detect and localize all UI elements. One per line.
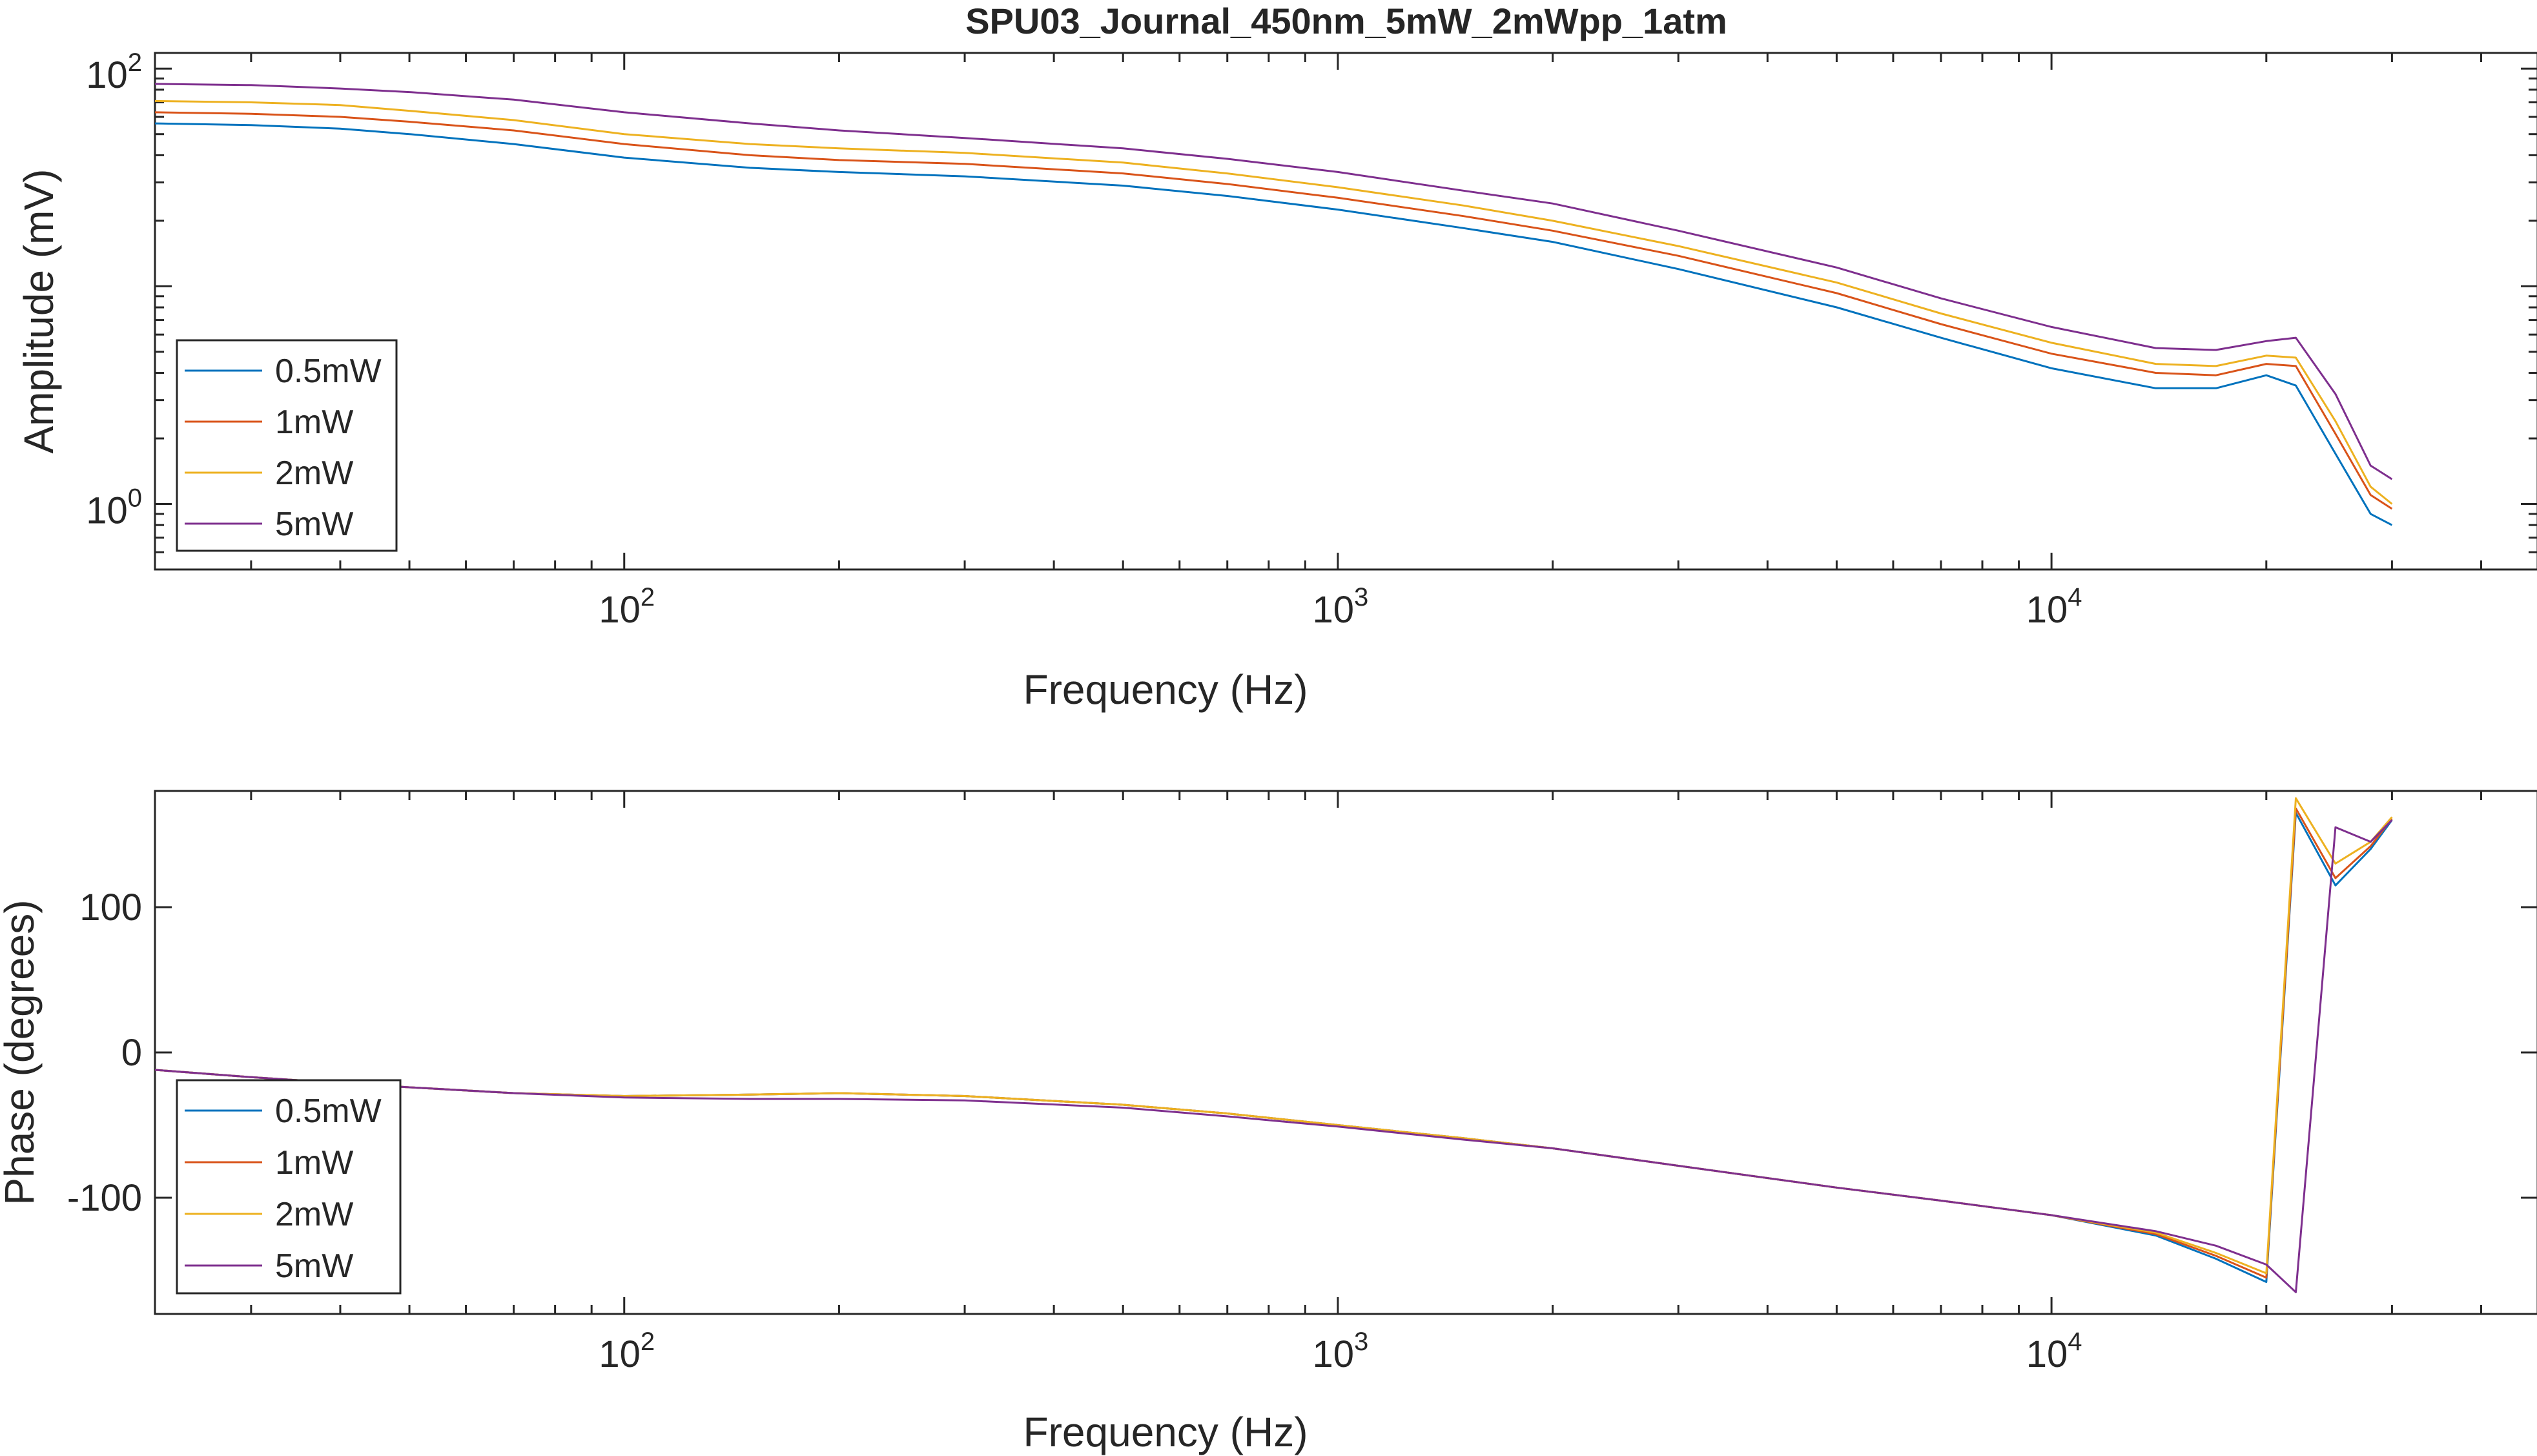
legend-label-5mW: 5mW (275, 506, 353, 543)
x-tick-label: 104 (2026, 1328, 2082, 1375)
legend-label-2mW: 2mW (275, 1196, 353, 1233)
legend-label-1mW: 1mW (275, 404, 353, 441)
amplitude-x-axis-label: Frequency (Hz) (1023, 666, 1308, 713)
phase-series (154, 797, 2393, 1293)
phase-ticks: 102 103 104 -100 0 100 (67, 791, 2537, 1375)
legend-label-2mW: 2mW (275, 455, 353, 492)
amplitude-ticks: 102 103 104 100 102 (86, 48, 2537, 631)
phase-legend-box (176, 1079, 402, 1295)
x-tick-label: 104 (2026, 583, 2082, 631)
legend-label-1mW: 1mW (275, 1144, 353, 1182)
phase-x-axis-label: Frequency (Hz) (1023, 1409, 1308, 1455)
legend-label-5mW: 5mW (275, 1247, 353, 1285)
y-tick-label: -100 (67, 1177, 142, 1219)
phase-legend: 0.5mW 1mW 2mW 5mW (176, 1079, 402, 1295)
amplitude-plot-frame (154, 52, 2537, 571)
amplitude-y-axis-label: Amplitude (mV) (15, 169, 62, 454)
y-tick-label: 102 (86, 48, 142, 96)
x-tick-label: 102 (599, 583, 655, 631)
y-tick-label: 0 (121, 1032, 142, 1074)
legend-label-0.5mW: 0.5mW (275, 353, 382, 390)
amplitude-legend: 0.5mW 1mW 2mW 5mW (176, 339, 398, 552)
legend-label-0.5mW: 0.5mW (275, 1092, 382, 1130)
series-line-1mW (154, 111, 2393, 510)
series-line-2mW (154, 99, 2393, 505)
chart-title: SPU03_Journal_450nm_5mW_2mWpp_1atm (965, 1, 1727, 41)
phase-plot-frame (154, 790, 2537, 1315)
phase-y-axis-label: Phase (degrees) (0, 899, 43, 1205)
x-tick-label: 103 (1313, 1328, 1369, 1375)
y-tick-label: 100 (79, 887, 142, 928)
series-line-5mW (154, 819, 2393, 1293)
amplitude-series (154, 83, 2393, 526)
series-line-0.5mW (154, 122, 2393, 526)
amplitude-legend-box (176, 339, 398, 552)
x-tick-label: 102 (599, 1328, 655, 1375)
x-tick-label: 103 (1313, 583, 1369, 631)
phase-plot: 102 103 104 -100 0 100 Frequency (Hz) Phase (… (0, 790, 2537, 1455)
amplitude-plot: 102 103 104 100 102 Frequency (Hz) Amplitude… (15, 48, 2537, 713)
y-tick-label: 100 (86, 484, 142, 532)
series-line-5mW (154, 83, 2393, 480)
